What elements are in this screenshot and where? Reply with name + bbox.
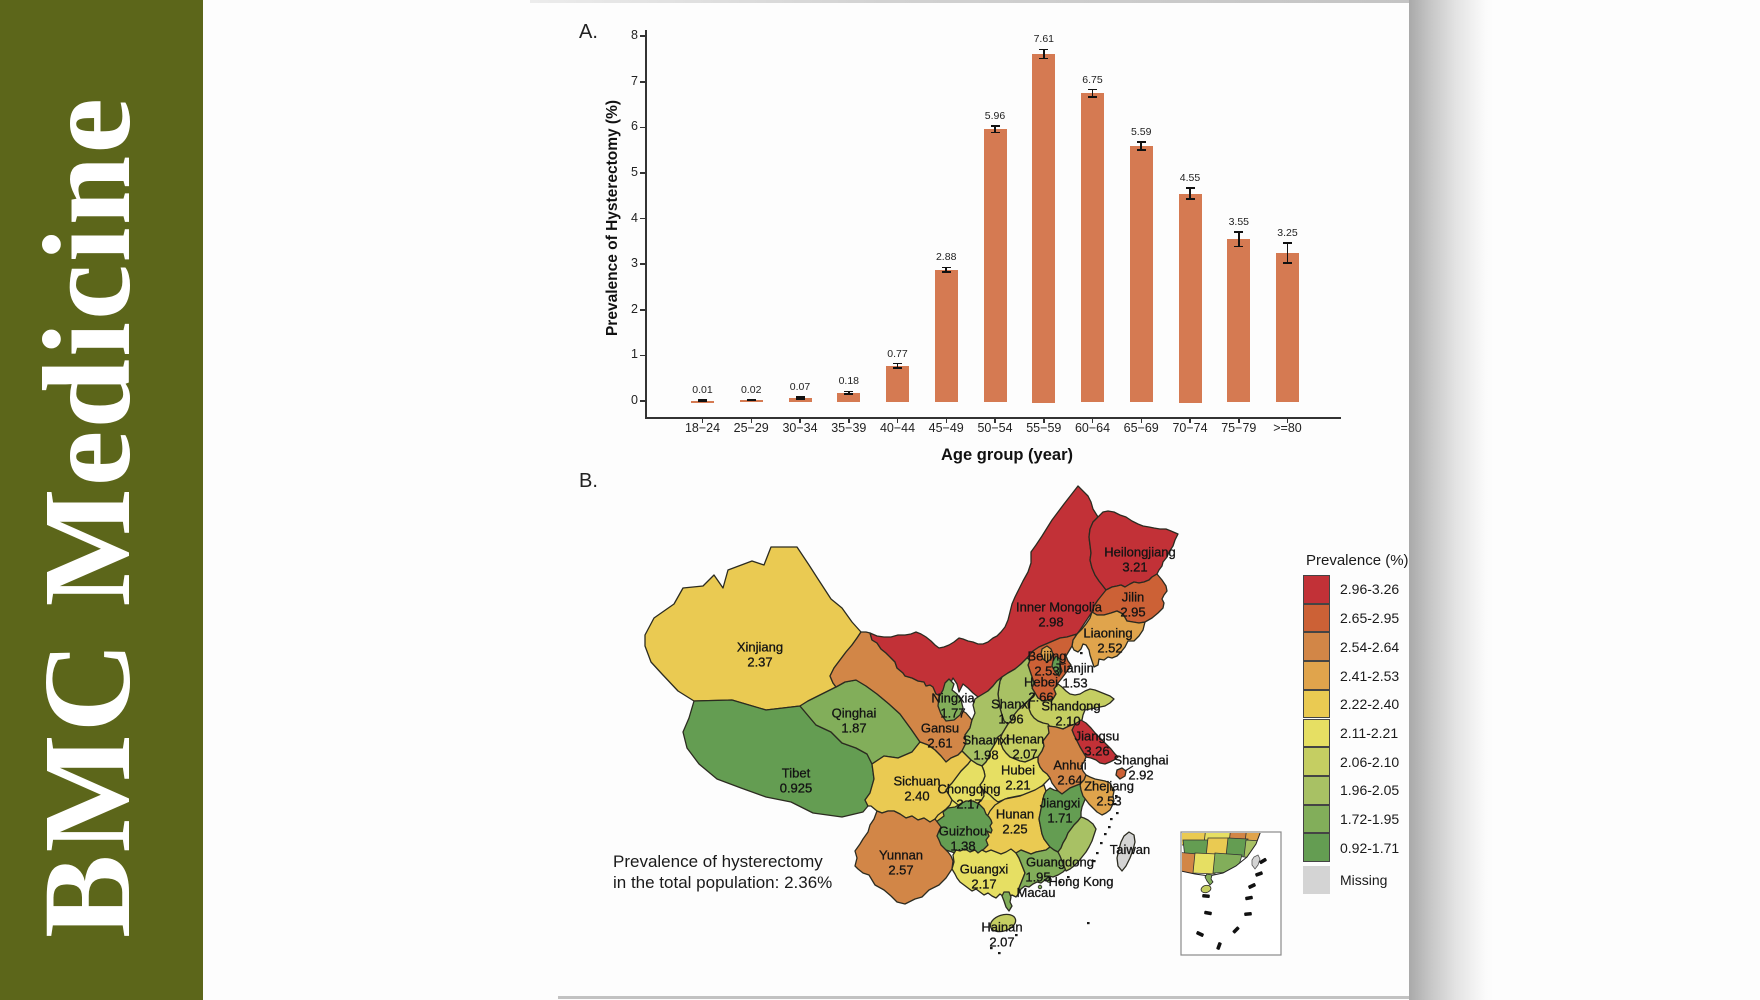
svg-text:Qinghai: Qinghai (832, 706, 877, 721)
svg-text:Heilongjiang: Heilongjiang (1104, 545, 1176, 560)
svg-text:1.38: 1.38 (950, 839, 975, 854)
svg-text:2.52: 2.52 (1097, 641, 1122, 656)
svg-text:2.92: 2.92 (1128, 768, 1153, 783)
svg-text:2.61: 2.61 (927, 736, 952, 751)
svg-text:1.77: 1.77 (940, 706, 965, 721)
svg-text:2.25: 2.25 (1002, 822, 1027, 837)
svg-text:Guizhou: Guizhou (939, 824, 987, 839)
svg-text:2.95: 2.95 (1120, 605, 1145, 620)
svg-text:2.37: 2.37 (747, 655, 772, 670)
svg-text:2.07: 2.07 (1012, 747, 1037, 762)
svg-text:Ningxia: Ningxia (931, 691, 975, 706)
svg-text:Anhui: Anhui (1053, 758, 1086, 773)
svg-text:2.07: 2.07 (989, 935, 1014, 950)
svg-text:2.40: 2.40 (904, 789, 929, 804)
svg-text:Xinjiang: Xinjiang (737, 640, 783, 655)
svg-text:Macau: Macau (1016, 885, 1055, 900)
svg-text:Jiangsu: Jiangsu (1075, 729, 1120, 744)
svg-text:Shanxi: Shanxi (991, 697, 1031, 712)
svg-text:Jiangxi: Jiangxi (1040, 796, 1081, 811)
svg-text:2.53: 2.53 (1034, 664, 1059, 679)
svg-text:2.57: 2.57 (888, 863, 913, 878)
svg-text:Hong Kong: Hong Kong (1048, 874, 1113, 889)
svg-text:Hebei: Hebei (1024, 675, 1058, 690)
svg-text:1.71: 1.71 (1047, 811, 1072, 826)
svg-text:3.21: 3.21 (1122, 560, 1147, 575)
svg-text:1.53: 1.53 (1062, 676, 1087, 691)
svg-text:Liaoning: Liaoning (1083, 626, 1132, 641)
svg-text:Gansu: Gansu (921, 721, 959, 736)
svg-text:Sichuan: Sichuan (894, 774, 941, 789)
svg-text:2.66: 2.66 (1028, 690, 1053, 705)
svg-text:Hainan: Hainan (981, 920, 1022, 935)
svg-text:2.17: 2.17 (956, 797, 981, 812)
svg-text:1.95: 1.95 (1025, 870, 1050, 885)
svg-text:2.10: 2.10 (1055, 714, 1080, 729)
svg-text:Henan: Henan (1006, 732, 1044, 747)
svg-text:1.96: 1.96 (998, 712, 1023, 727)
svg-text:0.925: 0.925 (780, 781, 813, 796)
svg-text:1.98: 1.98 (973, 748, 998, 763)
svg-text:Guangxi: Guangxi (960, 862, 1009, 877)
svg-text:Beijing: Beijing (1027, 649, 1066, 664)
svg-text:2.21: 2.21 (1005, 778, 1030, 793)
svg-text:Guangdong: Guangdong (1026, 855, 1094, 870)
svg-text:Shanghai: Shanghai (1114, 753, 1169, 768)
svg-text:Taiwan: Taiwan (1110, 842, 1150, 857)
svg-text:3.26: 3.26 (1084, 744, 1109, 759)
svg-text:Shandong: Shandong (1041, 699, 1100, 714)
svg-text:Hubei: Hubei (1001, 763, 1035, 778)
svg-text:Inner Mongolia: Inner Mongolia (1016, 600, 1103, 615)
svg-text:2.64: 2.64 (1057, 773, 1082, 788)
svg-text:Chongqing: Chongqing (938, 782, 1001, 797)
svg-text:2.17: 2.17 (971, 877, 996, 892)
svg-text:2.98: 2.98 (1038, 615, 1063, 630)
svg-text:Jilin: Jilin (1122, 590, 1144, 605)
svg-text:Shaanxi: Shaanxi (963, 733, 1010, 748)
svg-text:Hunan: Hunan (996, 807, 1034, 822)
svg-text:2.53: 2.53 (1096, 794, 1121, 809)
svg-text:1.87: 1.87 (841, 721, 866, 736)
svg-text:Tianjin: Tianjin (1056, 661, 1094, 676)
svg-text:Zhejiang: Zhejiang (1084, 779, 1134, 794)
svg-text:Tibet: Tibet (782, 766, 811, 781)
svg-text:Yunnan: Yunnan (879, 848, 923, 863)
